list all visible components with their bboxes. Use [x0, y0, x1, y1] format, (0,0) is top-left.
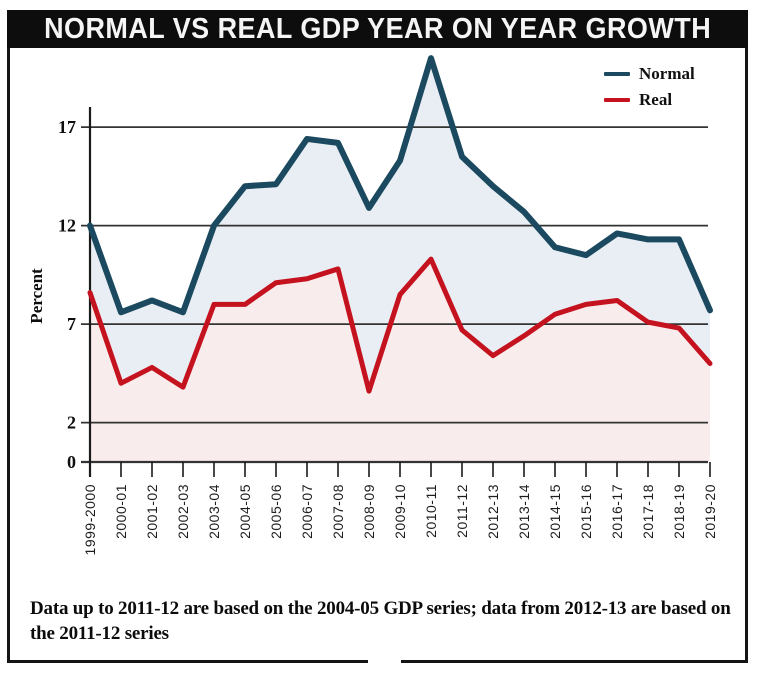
x-tick-label: 2016-17 [609, 484, 625, 539]
legend-item-real: Real [604, 89, 695, 111]
legend-item-normal: Normal [604, 63, 695, 85]
y-tick-label: 7 [67, 314, 76, 334]
legend: Normal Real [604, 63, 695, 111]
x-tick-label: 2018-19 [671, 484, 687, 539]
x-tick-label: 2004-05 [237, 484, 253, 539]
x-tick-label: 2014-15 [547, 484, 563, 539]
real-area-fill [90, 259, 710, 462]
x-tick-label: 2013-14 [516, 484, 532, 539]
y-tick-label: 12 [58, 216, 76, 236]
legend-label-real: Real [639, 90, 673, 109]
x-tick-label: 2008-09 [361, 484, 377, 539]
x-tick-label: 2010-11 [423, 484, 439, 538]
y-tick-label: 2 [67, 413, 76, 433]
x-tick-label: 2007-08 [330, 484, 346, 539]
chart-title: NORMAL VS REAL GDP YEAR ON YEAR GROWTH [43, 12, 712, 45]
title-bar: NORMAL VS REAL GDP YEAR ON YEAR GROWTH [7, 10, 748, 48]
x-tick-label: 2019-20 [702, 484, 718, 539]
real-line [87, 256, 713, 394]
x-tick-label: 2003-04 [206, 484, 222, 539]
y-axis-label: Percent [27, 268, 46, 324]
x-tick-label: 2017-18 [640, 484, 656, 539]
x-tick-label: 2001-02 [144, 484, 160, 539]
real-line-swatch [604, 98, 630, 102]
x-tick-label: 2012-13 [485, 484, 501, 539]
footnote: Data up to 2011-12 are based on the 2004… [30, 598, 731, 645]
normal-line-swatch [604, 72, 630, 76]
x-tick-label: 2002-03 [175, 484, 191, 539]
x-tick-label: 2000-01 [113, 484, 129, 539]
bottom-border-left [7, 660, 368, 663]
x-tick-label: 2009-10 [392, 484, 408, 539]
y-tick-label: 0 [67, 452, 76, 472]
x-tick-label: 1999-2000 [82, 484, 98, 555]
bottom-border-right [401, 660, 748, 663]
legend-label-normal: Normal [639, 64, 695, 83]
x-tick-label: 2011-12 [454, 484, 470, 538]
y-tick-label: 17 [58, 117, 76, 137]
x-tick-label: 2015-16 [578, 484, 594, 539]
normal-line [87, 55, 713, 316]
x-tick-label: 2005-06 [268, 484, 284, 539]
x-tick-label: 2006-07 [299, 484, 315, 539]
